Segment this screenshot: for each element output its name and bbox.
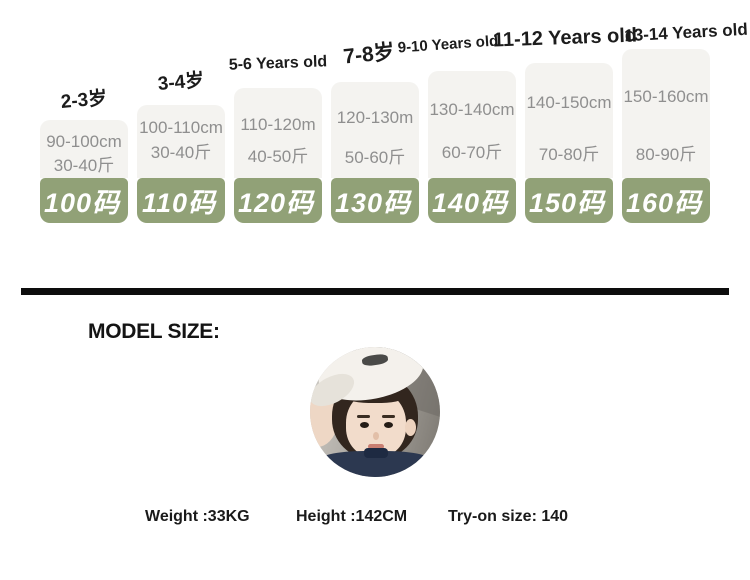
height-range: 100-110cm [139,118,223,137]
age-label: 11-12 Years old [492,24,638,52]
age-label: 3-4岁 [156,70,206,95]
size-code-label: 160码 [625,188,703,218]
size-column-110: 3-4岁 100-110cm 30-40斤 110码 [137,0,225,223]
section-divider [21,288,729,295]
weight-range: 70-80斤 [538,145,600,164]
size-column-120: 5-6 Years old 110-120m 40-50斤 120码 [228,0,327,223]
measurement-box: 120-130m 50-60斤 [331,82,419,178]
size-badge: 130码 [331,178,419,223]
age-label: 7-8岁 [342,40,396,69]
size-badge: 120码 [234,178,322,223]
size-code-label: 100码 [43,188,121,218]
weight-range: 50-60斤 [344,148,406,167]
size-column-150: 11-12 Years old 140-150cm 70-80斤 150码 [493,0,637,223]
photo-eye-left [360,422,369,428]
size-column-130: 7-8岁 120-130m 50-60斤 130码 [331,0,419,223]
age-label: 2-3岁 [59,88,109,113]
age-label: 5-6 Years old [228,53,328,74]
photo-collar [364,448,388,458]
photo-nose [373,432,379,440]
weight-range: 80-90斤 [635,145,697,164]
height-range: 120-130m [336,108,414,127]
height-range: 90-100cm [46,132,122,151]
size-code-label: 120码 [237,188,315,218]
size-column-100: 2-3岁 90-100cm 30-40斤 100码 [40,0,128,223]
size-badge: 100码 [40,178,128,223]
weight-range: 40-50斤 [247,147,309,166]
measurement-box: 150-160cm 80-90斤 [622,49,710,178]
measurement-box: 140-150cm 70-80斤 [525,63,613,178]
age-label: 13-14 Years old [623,19,749,46]
size-badge: 140码 [428,178,516,223]
photo-mouth [368,444,384,449]
weight-range: 30-40斤 [150,143,212,162]
measurement-box: 90-100cm 30-40斤 [40,120,128,178]
model-photo [310,347,440,477]
size-code-label: 130码 [334,188,412,218]
size-badge: 150码 [525,178,613,223]
measurement-box: 100-110cm 30-40斤 [137,105,225,178]
size-code-label: 110码 [141,188,217,218]
size-code-label: 140码 [431,188,509,218]
size-code-label: 150码 [528,188,606,218]
height-range: 140-150cm [526,93,612,112]
photo-eyebrow-right [382,415,395,418]
size-column-140: 9-10 Years old 130-140cm 60-70斤 140码 [397,0,516,223]
model-size-heading: MODEL SIZE: [88,320,220,343]
model-height-stat: Height :142CM [296,508,408,525]
size-column-160: 13-14 Years old 150-160cm 80-90斤 160码 [622,0,748,223]
photo-ear [405,419,416,436]
model-tryon-size-stat: Try-on size: 140 [448,508,569,525]
photo-eye-right [384,422,393,428]
measurement-box: 110-120m 40-50斤 [234,88,322,178]
size-badge: 160码 [622,178,710,223]
weight-range: 30-40斤 [53,156,115,175]
height-range: 150-160cm [623,87,709,106]
measurement-box: 130-140cm 60-70斤 [428,71,516,178]
photo-eyebrow-left [357,415,370,418]
height-range: 110-120m [240,115,316,134]
weight-range: 60-70斤 [441,143,503,162]
model-weight-stat: Weight :33KG [145,508,250,525]
size-badge: 110码 [137,178,225,223]
height-range: 130-140cm [429,100,515,119]
